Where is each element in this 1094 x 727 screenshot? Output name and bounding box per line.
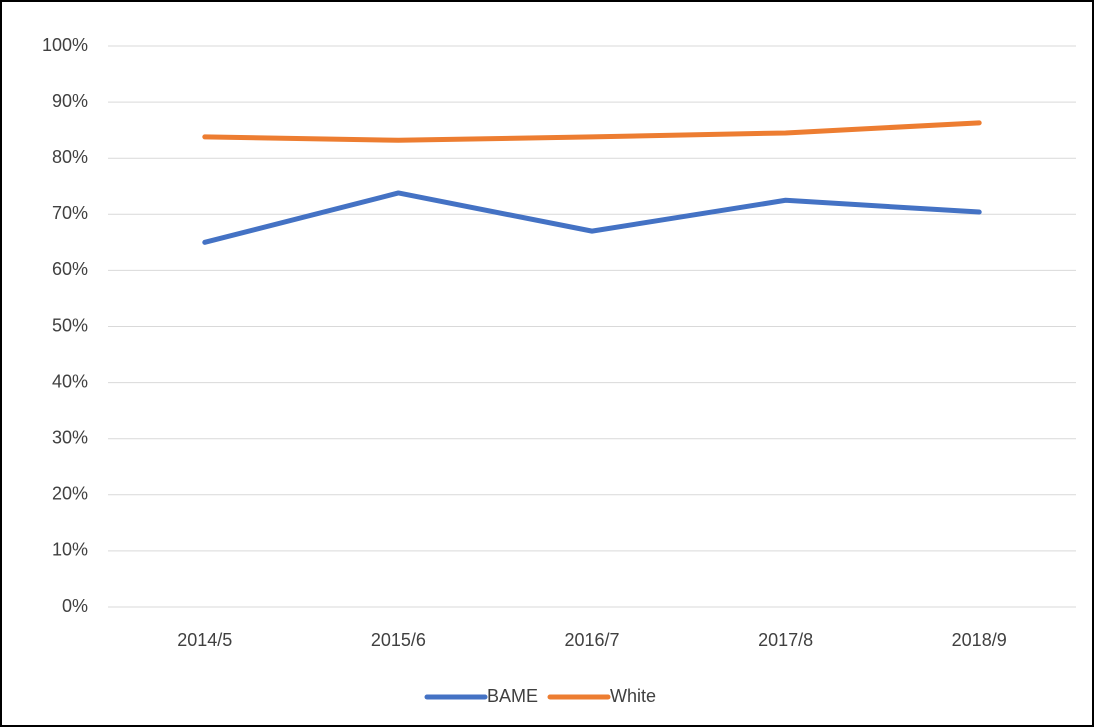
x-tick-label: 2018/9 <box>952 630 1007 650</box>
y-tick-label: 0% <box>62 596 88 616</box>
line-series <box>202 190 982 245</box>
legend-label: BAME <box>487 686 538 706</box>
y-tick-label: 80% <box>52 147 88 167</box>
y-tick-label: 90% <box>52 91 88 111</box>
x-tick-label: 2017/8 <box>758 630 813 650</box>
y-tick-label: 50% <box>52 315 88 335</box>
x-tick-label: 2014/5 <box>177 630 232 650</box>
x-tick-label: 2015/6 <box>371 630 426 650</box>
y-tick-label: 10% <box>52 540 88 560</box>
y-tick-label: 60% <box>52 259 88 279</box>
y-tick-label: 20% <box>52 484 88 504</box>
line-series <box>202 120 982 143</box>
y-tick-label: 100% <box>42 35 88 55</box>
y-tick-label: 70% <box>52 203 88 223</box>
x-tick-label: 2016/7 <box>564 630 619 650</box>
y-tick-label: 40% <box>52 371 88 391</box>
legend-label: White <box>610 686 656 706</box>
y-tick-label: 30% <box>52 427 88 447</box>
